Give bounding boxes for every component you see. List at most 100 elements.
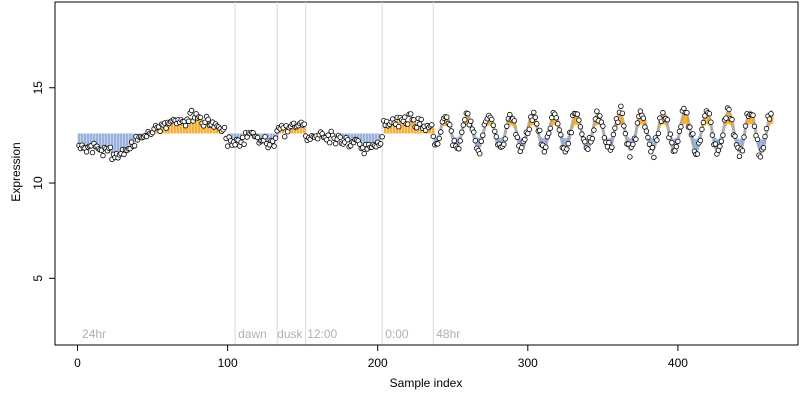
data-point — [630, 141, 636, 148]
data-point — [361, 150, 367, 157]
data-point — [558, 132, 564, 138]
data-point — [459, 129, 465, 135]
data-point — [511, 118, 517, 124]
data-point — [718, 138, 725, 144]
expression-bar — [101, 133, 105, 151]
expression-bar — [266, 133, 270, 143]
data-point — [408, 111, 414, 117]
data-point — [633, 136, 639, 142]
data-point — [430, 133, 436, 140]
expression-bar — [368, 133, 372, 149]
data-point — [471, 129, 477, 135]
data-point — [564, 146, 570, 152]
data-point — [444, 114, 450, 120]
data-point — [723, 115, 729, 121]
data-point — [514, 134, 520, 140]
data-point — [649, 144, 656, 151]
expression-bar — [113, 133, 117, 154]
plot-frame — [54, 1, 799, 346]
data-point — [579, 131, 585, 137]
data-point — [622, 130, 629, 137]
data-point — [708, 119, 714, 125]
y-tick-label: 10 — [31, 176, 45, 190]
expression-bar — [275, 133, 279, 139]
x-tick-label: 200 — [368, 356, 388, 370]
expression-bar — [95, 133, 99, 149]
y-axis-label: Expression — [9, 142, 23, 201]
data-point — [720, 132, 726, 138]
x-tick-label: 0 — [74, 356, 81, 370]
data-point — [221, 124, 228, 131]
data-point — [435, 141, 441, 147]
expression-bar — [281, 128, 285, 134]
data-point — [460, 122, 466, 128]
data-point — [610, 131, 617, 138]
data-point — [694, 151, 701, 157]
expression-bar — [170, 121, 174, 134]
data-point — [646, 141, 653, 147]
data-point — [519, 144, 525, 151]
data-point — [619, 110, 626, 116]
data-point — [504, 123, 510, 129]
expression-bar — [407, 121, 411, 134]
data-point — [702, 113, 708, 119]
data-point — [462, 116, 468, 123]
expression-bar — [122, 133, 126, 152]
data-point — [754, 136, 761, 143]
y-axis: 5 10 15 — [31, 81, 56, 282]
expression-bar — [191, 118, 195, 134]
data-point — [684, 109, 690, 116]
expression-bar — [362, 133, 366, 146]
expression-bar — [155, 127, 159, 134]
data-point — [182, 122, 189, 129]
data-point — [282, 133, 288, 140]
data-point — [379, 134, 385, 140]
expression-bar — [131, 133, 135, 145]
expression-bar — [209, 123, 213, 134]
expression-bar — [167, 122, 171, 134]
data-point — [568, 129, 574, 136]
data-point — [447, 122, 453, 128]
data-point — [107, 144, 114, 151]
data-point — [706, 110, 713, 117]
data-point — [750, 112, 756, 118]
data-point — [553, 115, 559, 121]
data-point — [543, 144, 549, 150]
data-point — [660, 109, 666, 116]
x-axis: 0 100 200 300 400 — [74, 344, 688, 370]
data-point — [736, 153, 743, 159]
data-point — [337, 134, 343, 140]
data-point — [676, 128, 683, 135]
expression-bar — [80, 133, 84, 149]
data-point — [576, 117, 582, 123]
data-point — [751, 123, 758, 129]
data-point — [345, 136, 351, 143]
expression-bar — [359, 133, 363, 145]
y-tick-label: 15 — [31, 81, 45, 95]
data-point — [700, 119, 707, 126]
period-label: dawn — [238, 327, 267, 341]
x-tick-label: 100 — [218, 356, 238, 370]
data-point — [760, 145, 767, 151]
data-point — [451, 137, 457, 144]
data-point — [489, 116, 495, 123]
expression-bar — [215, 126, 219, 134]
data-point — [224, 143, 231, 149]
data-point — [546, 130, 552, 136]
expression-bar — [89, 133, 93, 148]
expression-bar — [290, 125, 294, 134]
data-point — [643, 128, 650, 134]
data-point — [501, 141, 507, 148]
data-point — [726, 106, 732, 113]
expression-bar — [341, 133, 345, 140]
expression-bar — [107, 133, 111, 153]
data-point — [83, 149, 90, 155]
expression-bar — [347, 133, 351, 141]
data-point — [417, 121, 423, 127]
period-labels: 24hr dawn dusk 12:00 0:00 48hr — [82, 327, 460, 341]
data-point — [131, 143, 138, 149]
data-point — [121, 151, 127, 158]
data-point — [271, 143, 277, 149]
